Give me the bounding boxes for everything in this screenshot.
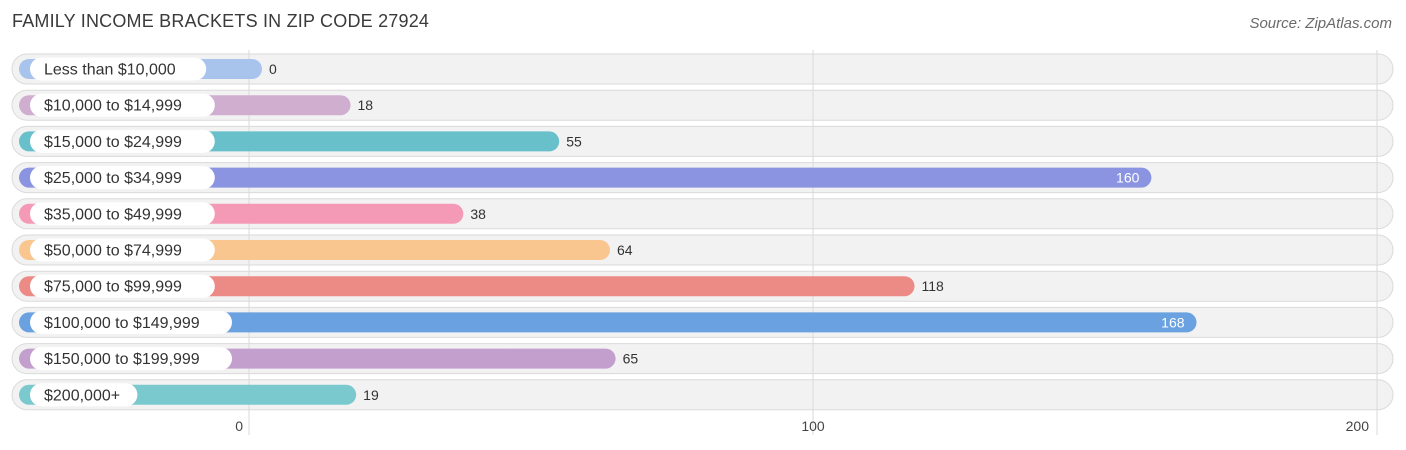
bar xyxy=(19,312,1197,333)
value-label: 65 xyxy=(623,351,639,367)
bars: Less than $10,000 0 $10,000 to $14,999 18 $1… xyxy=(19,57,1197,407)
value-label: 168 xyxy=(1161,314,1185,330)
bar xyxy=(19,276,915,297)
category-label: $100,000 to $149,999 xyxy=(44,315,200,332)
category-label-pill xyxy=(30,202,215,226)
bar xyxy=(19,167,1152,188)
value-label: 64 xyxy=(617,242,633,258)
value-label: 55 xyxy=(566,133,582,149)
x-axis-ticks: 0 100 200 xyxy=(235,418,1369,434)
category-label: $50,000 to $74,999 xyxy=(44,243,182,260)
category-label-pill xyxy=(30,129,215,153)
category-label: $200,000+ xyxy=(44,387,120,404)
row-background xyxy=(11,89,1394,121)
category-label-pill xyxy=(30,310,232,334)
row-background xyxy=(11,53,1394,85)
category-label: $150,000 to $199,999 xyxy=(44,351,200,368)
category-label-pill xyxy=(30,166,215,190)
category-label-pill xyxy=(30,93,215,117)
chart-title: FAMILY INCOME BRACKETS IN ZIP CODE 27924 xyxy=(12,11,430,31)
category-label-pill xyxy=(30,347,232,371)
category-label: $25,000 to $34,999 xyxy=(44,170,182,187)
category-label: $75,000 to $99,999 xyxy=(44,279,182,296)
category-label: Less than $10,000 xyxy=(44,62,176,79)
category-label-pill xyxy=(30,383,138,407)
x-tick-label: 0 xyxy=(235,418,243,434)
category-label: $10,000 to $14,999 xyxy=(44,98,182,115)
category-label-pill xyxy=(30,274,215,298)
x-tick-label: 200 xyxy=(1346,418,1370,434)
value-label: 18 xyxy=(358,97,374,113)
value-label: 38 xyxy=(470,206,486,222)
x-tick-label: 100 xyxy=(801,418,825,434)
category-label: $35,000 to $49,999 xyxy=(44,206,182,223)
category-label: $15,000 to $24,999 xyxy=(44,134,182,151)
value-label: 160 xyxy=(1116,170,1140,186)
category-label-pill xyxy=(30,57,207,81)
value-label: 0 xyxy=(269,61,277,77)
value-label: 19 xyxy=(363,387,379,403)
row-background xyxy=(11,379,1394,411)
source-credit: Source: ZipAtlas.com xyxy=(1249,15,1392,32)
category-label-pill xyxy=(30,238,215,262)
value-label: 118 xyxy=(922,278,945,294)
